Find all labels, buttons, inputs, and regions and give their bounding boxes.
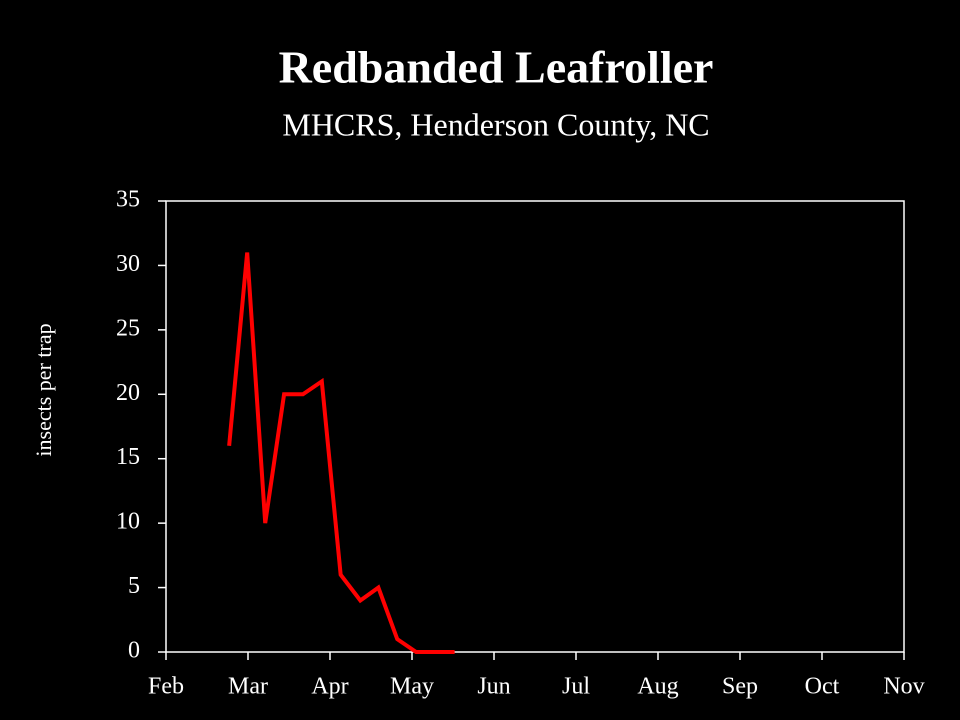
y-tick-label: 25 (116, 315, 140, 341)
x-tick-label: Jul (562, 674, 590, 700)
y-tick-label: 10 (116, 509, 140, 535)
y-axis-label: insects per trap (31, 323, 56, 456)
x-tick-label: Apr (311, 674, 348, 700)
x-tick-label: Jun (477, 674, 510, 700)
y-tick-label: 15 (116, 444, 140, 470)
x-tick-label: Aug (637, 674, 678, 700)
x-tick-label: Oct (805, 674, 840, 700)
plot-frame (165, 200, 905, 653)
data-line (227, 252, 455, 654)
y-tick-label: 5 (128, 573, 140, 599)
y-tick-label: 0 (128, 638, 140, 664)
x-tick-label: Mar (228, 674, 268, 700)
x-tick-label: Feb (148, 674, 184, 700)
x-tick-label: Sep (722, 674, 758, 700)
y-tick-label: 30 (116, 251, 140, 277)
chart-subtitle: MHCRS, Henderson County, NC (282, 106, 709, 142)
x-tick-label: Nov (883, 674, 924, 700)
y-tick-label: 20 (116, 380, 140, 406)
y-tick-label: 35 (116, 187, 140, 213)
x-tick-label: May (390, 674, 434, 700)
chart-title: Redbanded Leafroller (279, 42, 714, 93)
